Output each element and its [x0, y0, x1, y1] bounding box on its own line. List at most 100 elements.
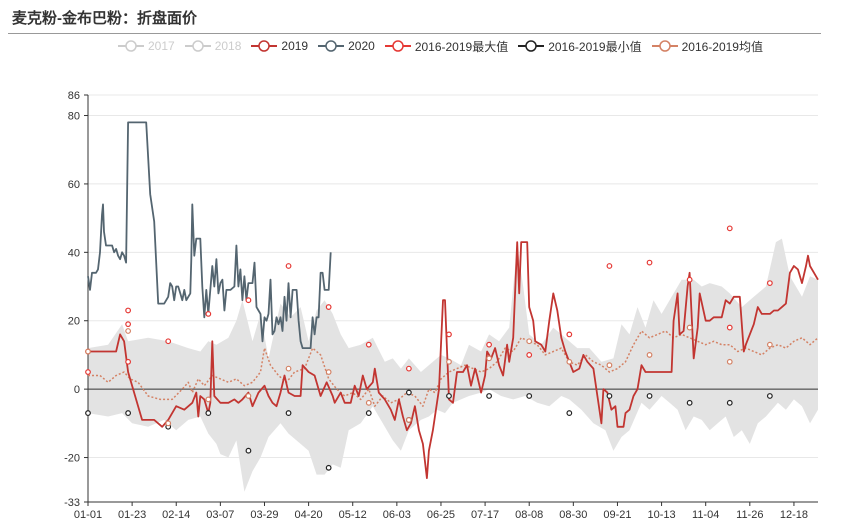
legend-label: 2019 [281, 39, 309, 53]
min-point [125, 410, 132, 416]
min-point [606, 393, 613, 399]
y-tick-label: 86 [68, 90, 80, 102]
min-point [486, 393, 492, 399]
series-2020-line [87, 121, 332, 349]
max-point [766, 280, 773, 287]
avg-point [726, 358, 733, 365]
legend-item[interactable]: 2016-2019最小值 [518, 38, 642, 55]
x-tick-label: 01-01 [74, 509, 102, 521]
avg-point [566, 358, 573, 365]
max-point [125, 321, 132, 328]
max-point [245, 297, 252, 304]
max-point [726, 225, 733, 232]
legend-line-circle-icon [251, 40, 278, 52]
legend-label: 2018 [214, 39, 242, 53]
max-point [365, 341, 372, 348]
avg-point [446, 358, 452, 365]
avg-point [165, 420, 172, 427]
min-point [205, 410, 212, 416]
min-point [766, 393, 773, 399]
avg-point [365, 399, 372, 406]
min-point [85, 410, 91, 416]
x-tick-label: 04-20 [295, 509, 323, 521]
x-tick-label: 06-25 [427, 509, 455, 521]
max-point [566, 331, 573, 338]
legend-line-circle-icon [118, 40, 144, 52]
legend-line-circle-icon [651, 40, 678, 52]
min-point [566, 410, 573, 416]
x-tick-label: 05-12 [339, 509, 367, 521]
legend-item[interactable]: 2016-2019均值 [651, 38, 763, 55]
avg-point [125, 328, 132, 334]
legend-item[interactable]: 2016-2019最大值 [384, 38, 509, 55]
min-point [245, 447, 252, 454]
y-tick-label: -20 [64, 453, 80, 465]
max-point [526, 352, 533, 358]
legend-line-circle-icon [318, 40, 345, 52]
avg-point [325, 369, 332, 375]
chart-title: 麦克粉-金布巴粉：折盘面价 [12, 10, 197, 27]
max-point [606, 263, 613, 269]
x-tick-label: 11-04 [692, 509, 719, 521]
max-point [646, 259, 653, 266]
max-point [285, 263, 292, 269]
x-tick-label: 11-26 [736, 509, 763, 521]
max-point [165, 338, 172, 345]
avg-point [285, 365, 292, 372]
avg-point [486, 355, 492, 362]
min-point [365, 410, 372, 416]
legend-label: 2016-2019最小值 [548, 39, 642, 54]
legend-label: 2020 [348, 39, 375, 53]
max-point [85, 369, 91, 375]
max-point [125, 307, 132, 314]
max-point [405, 365, 412, 372]
x-tick-label: 08-08 [515, 509, 543, 521]
avg-point [686, 324, 693, 331]
legend-item[interactable]: 2020 [318, 39, 375, 53]
x-tick-label: 03-07 [206, 509, 234, 521]
max-point [486, 341, 492, 348]
avg-point [205, 396, 212, 403]
x-tick-label: 06-03 [383, 509, 411, 521]
avg-point [245, 393, 252, 399]
max-point [205, 310, 212, 317]
title-divider [8, 33, 821, 34]
x-tick-label: 03-29 [250, 509, 278, 521]
legend-line-circle-icon [184, 40, 211, 52]
avg-point [526, 338, 533, 345]
legend-label: 2017 [148, 39, 175, 53]
max-point [686, 276, 693, 283]
legend-item[interactable]: 2017 [118, 39, 175, 53]
min-point [285, 410, 292, 416]
avg-point [405, 417, 412, 423]
min-point [526, 393, 533, 399]
max-point [325, 304, 332, 310]
avg-point [646, 352, 653, 358]
x-tick-label: 10-13 [648, 509, 676, 521]
min-point [686, 399, 693, 406]
legend-line-circle-icon [384, 40, 411, 52]
series-2019-line [88, 241, 819, 479]
max-point [726, 324, 733, 331]
avg-point [606, 362, 613, 369]
y-tick-label: -33 [64, 497, 80, 509]
max-point [446, 331, 452, 338]
min-point [325, 464, 332, 471]
x-tick-label: 02-14 [162, 509, 190, 521]
legend-item[interactable]: 2018 [184, 39, 242, 53]
y-tick-label: 20 [68, 316, 80, 328]
series-avg-line [88, 330, 819, 407]
legend-label: 2016-2019最大值 [414, 39, 509, 54]
x-tick-label: 12-18 [780, 509, 808, 521]
avg-point [85, 348, 91, 355]
min-point [405, 389, 412, 396]
x-tick-label: 08-30 [559, 509, 587, 521]
max-point [125, 358, 132, 365]
avg-point [766, 341, 773, 348]
legend-item[interactable]: 2019 [251, 39, 308, 53]
y-tick-label: 40 [68, 247, 80, 259]
x-tick-label: 01-23 [118, 509, 146, 521]
min-point [726, 399, 733, 406]
y-tick-label: 60 [68, 179, 80, 191]
